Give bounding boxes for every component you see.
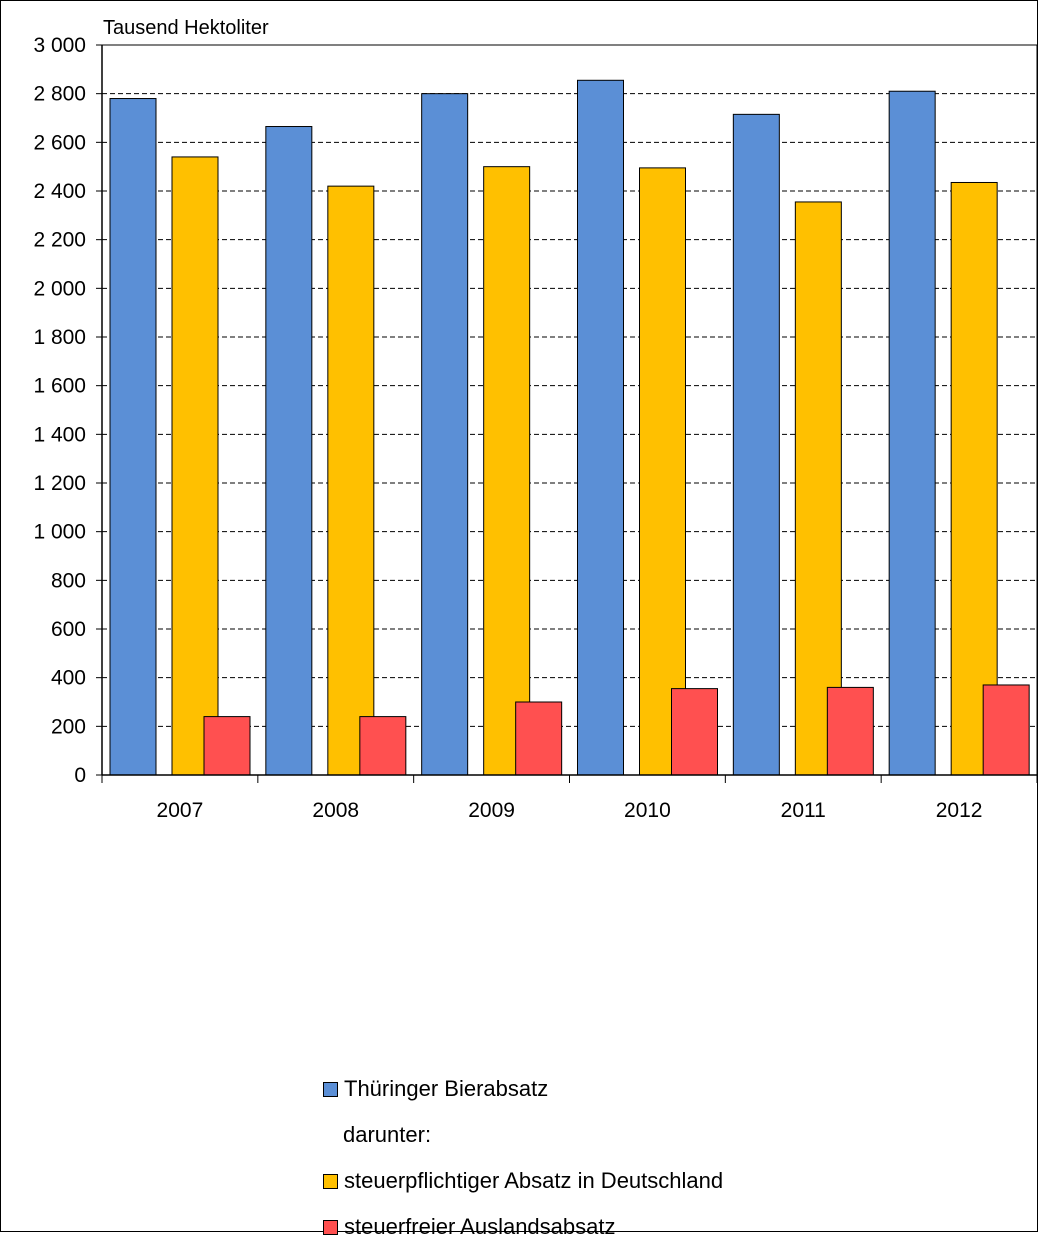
bar-steuerfrei-2011	[826, 686, 874, 776]
bar-steuerpflichtig-2007	[171, 156, 219, 776]
bar-steuerfrei-2007	[203, 716, 251, 776]
legend-subheading: darunter:	[323, 1112, 843, 1158]
y-tick-label: 400	[51, 667, 86, 690]
legend: Thüringer Bierabsatz darunter: steuerpfl…	[323, 1066, 843, 1250]
x-tick-label: 2009	[468, 799, 515, 822]
y-tick-label: 1 200	[33, 472, 86, 495]
legend-label: Thüringer Bierabsatz	[344, 1076, 549, 1101]
y-tick-label: 1 800	[33, 326, 86, 349]
y-tick-label: 1 400	[33, 423, 86, 446]
y-unit-label: Tausend Hektoliter	[103, 17, 269, 39]
gridlines	[102, 44, 1037, 727]
bar-thueringer-bierabsatz-2009	[421, 93, 469, 776]
y-tick-label: 0	[74, 764, 86, 787]
bars	[109, 79, 1030, 776]
bar-steuerpflichtig-2008	[327, 185, 375, 776]
legend-label: steuerfreier Auslandsabsatz	[344, 1214, 616, 1239]
bar-thueringer-bierabsatz-2007	[109, 98, 157, 776]
y-tick-label: 800	[51, 569, 86, 592]
x-tick-label: 2008	[312, 799, 359, 822]
y-tick-label: 2 000	[33, 277, 86, 300]
legend-item-thueringer-bierabsatz: Thüringer Bierabsatz	[323, 1066, 843, 1112]
x-tick-label: 2010	[624, 799, 671, 822]
x-tick-label: 2007	[157, 799, 204, 822]
y-tick-label: 2 400	[33, 180, 86, 203]
legend-subheading-text: darunter:	[343, 1122, 432, 1147]
bar-thueringer-bierabsatz-2011	[732, 113, 780, 776]
axes: 0 200 400 600 800 1 000 1 200 1 400 1 600 1 800 2 …	[33, 34, 1037, 822]
bar-steuerfrei-2012	[982, 684, 1030, 776]
legend-swatch-red	[323, 1219, 338, 1235]
bar-steuerpflichtig-2012	[950, 181, 998, 776]
y-tick-label: 2 600	[33, 131, 86, 154]
legend-swatch-yellow	[323, 1173, 338, 1189]
y-tick-label: 3 000	[33, 34, 86, 57]
legend-label: steuerpflichtiger Absatz in Deutschland	[344, 1168, 724, 1193]
legend-swatch-blue	[323, 1081, 338, 1097]
y-tick-label: 2 200	[33, 229, 86, 252]
bar-thueringer-bierabsatz-2010	[577, 79, 624, 776]
y-tick-label: 2 800	[33, 83, 86, 106]
bar-steuerpflichtig-2010	[639, 167, 686, 776]
y-tick-label: 200	[51, 715, 86, 738]
y-tick-label: 1 000	[33, 521, 86, 544]
bar-steuerpflichtig-2009	[483, 166, 531, 776]
bar-steuerfrei-2009	[515, 701, 563, 776]
bar-steuerpflichtig-2011	[794, 201, 842, 776]
x-tick-label: 2011	[781, 799, 826, 822]
legend-item-steuerpflichtiger-absatz: steuerpflichtiger Absatz in Deutschland	[323, 1158, 843, 1204]
y-tick-label: 600	[51, 618, 86, 641]
bar-thueringer-bierabsatz-2012	[888, 90, 936, 776]
y-tick-label: 1 600	[33, 375, 86, 398]
legend-item-steuerfreier-auslandsabsatz: steuerfreier Auslandsabsatz	[323, 1204, 843, 1250]
bar-steuerfrei-2008	[359, 716, 407, 776]
bar-steuerfrei-2010	[671, 688, 718, 776]
bar-thueringer-bierabsatz-2008	[265, 126, 313, 776]
x-tick-label: 2012	[936, 799, 983, 822]
